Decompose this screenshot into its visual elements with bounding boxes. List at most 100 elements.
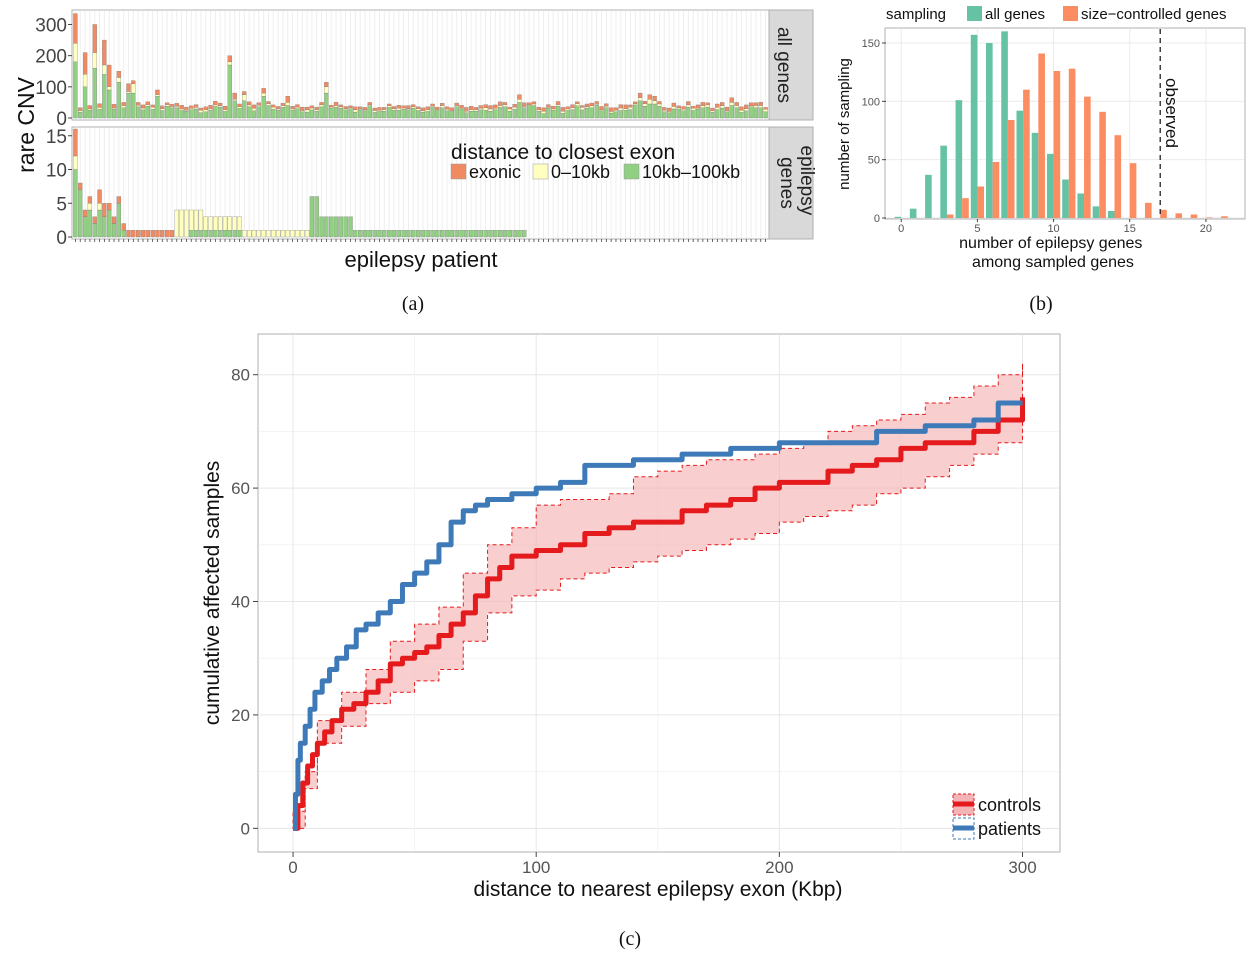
- bar-segment-10kb-100kb: [411, 107, 416, 119]
- panel-b-legend-title: sampling: [886, 6, 946, 23]
- bar-segment-10kb-100kb: [169, 107, 175, 119]
- bar-segment-10kb-100kb: [126, 92, 131, 119]
- panel-b-ticks: 0 5 10 15 20 0 50 100 150: [862, 38, 1212, 235]
- bar-segment-exonic: [343, 106, 348, 109]
- bar-segment-exonic: [271, 104, 276, 108]
- bar-segment-10kb-100kb: [333, 216, 339, 238]
- bar-size-controlled: [1221, 216, 1228, 218]
- bar-segment-exonic: [309, 105, 315, 109]
- bar-segment-10kb-100kb: [324, 216, 329, 238]
- bar-segment-0-10kb: [97, 107, 102, 110]
- bar-segment-10kb-100kb: [555, 106, 561, 119]
- bar-segment-exonic: [329, 105, 334, 108]
- bar-segment-0-10kb: [333, 105, 339, 108]
- bar-segment-10kb-100kb: [469, 110, 474, 119]
- bar-segment-0-10kb: [87, 108, 93, 111]
- bar-segment-10kb-100kb: [107, 89, 112, 119]
- bar-segment-10kb-100kb: [594, 105, 599, 119]
- bar-segment-0-10kb: [666, 111, 672, 113]
- bar-segment-10kb-100kb: [512, 109, 517, 119]
- bar-segment-0-10kb: [700, 105, 706, 108]
- bar-segment-10kb-100kb: [695, 109, 701, 119]
- bar-segment-0-10kb: [290, 230, 295, 238]
- bar-segment-exonic: [440, 103, 445, 106]
- bar-segment-10kb-100kb: [203, 111, 208, 119]
- bar-segment-exonic: [78, 107, 83, 111]
- bar-segment-10kb-100kb: [367, 105, 372, 119]
- bar-segment-10kb-100kb: [232, 230, 237, 238]
- bar-segment-exonic: [744, 104, 749, 109]
- bar-segment-0-10kb: [218, 105, 223, 108]
- bar-segment-0-10kb: [440, 105, 445, 108]
- bar-segment-10kb-100kb: [570, 109, 575, 119]
- bar-segment-10kb-100kb: [565, 110, 570, 119]
- y-tick-label: 60: [231, 479, 250, 498]
- bar-segment-10kb-100kb: [382, 110, 387, 119]
- bar-segment-exonic: [73, 128, 78, 157]
- bar-segment-0-10kb: [208, 216, 213, 231]
- bar-segment-10kb-100kb: [396, 230, 401, 238]
- bar-segment-exonic: [73, 13, 78, 44]
- bar-segment-10kb-100kb: [377, 230, 382, 238]
- bar-segment-10kb-100kb: [314, 110, 319, 119]
- bar-segment-0-10kb: [575, 103, 580, 106]
- bar-segment-10kb-100kb: [406, 230, 411, 238]
- bar-segment-10kb-100kb: [575, 105, 580, 119]
- bar-segment-10kb-100kb: [584, 107, 590, 119]
- bar-segment-0-10kb: [493, 108, 498, 110]
- bar-segment-10kb-100kb: [497, 107, 503, 119]
- bar-segment-0-10kb: [604, 106, 609, 108]
- bar-segment-exonic: [753, 102, 759, 106]
- bar-segment-10kb-100kb: [464, 230, 469, 238]
- bar-segment-exonic: [570, 104, 575, 108]
- bar-segment-10kb-100kb: [198, 230, 204, 238]
- bar-segment-0-10kb: [198, 209, 204, 231]
- bar-segment-exonic: [425, 106, 430, 110]
- bar-segment-exonic: [565, 106, 570, 110]
- bar-segment-exonic: [131, 80, 136, 84]
- y-tick-label: 40: [231, 593, 250, 612]
- bar-segment-0-10kb: [671, 106, 677, 110]
- legend-label-size-controlled: size−controlled genes: [1081, 6, 1227, 23]
- bar-segment-10kb-100kb: [546, 107, 551, 119]
- bar-segment-0-10kb: [729, 102, 734, 106]
- bar-segment-exonic: [261, 88, 266, 94]
- bar-segment-10kb-100kb: [246, 106, 252, 119]
- bar-segment-10kb-100kb: [237, 108, 242, 119]
- bar-segment-10kb-100kb: [608, 112, 614, 119]
- bar-segment-0-10kb: [319, 104, 324, 107]
- bar-size-controlled: [977, 186, 985, 218]
- bar-segment-10kb-100kb: [78, 189, 83, 238]
- legend-swatch-exonic: [450, 163, 467, 180]
- bar-segment-10kb-100kb: [401, 109, 406, 119]
- bar-segment-10kb-100kb: [406, 109, 411, 119]
- bar-segment-exonic: [135, 102, 141, 106]
- bar-segment-10kb-100kb: [512, 230, 517, 238]
- bar-segment-0-10kb: [642, 103, 648, 107]
- bar-segment-exonic: [613, 107, 619, 111]
- bar-segment-exonic: [140, 230, 146, 238]
- bar-segment-0-10kb: [309, 107, 315, 111]
- bar-segment-0-10kb: [246, 104, 252, 107]
- legend-label-controls: controls: [978, 795, 1041, 815]
- bar-segment-exonic: [618, 104, 623, 109]
- x-tick-label: 0: [288, 858, 297, 877]
- bar-segment-0-10kb: [213, 216, 218, 231]
- bar-segment-10kb-100kb: [589, 107, 594, 119]
- bar-segment-10kb-100kb: [642, 106, 648, 119]
- bar-segment-10kb-100kb: [599, 110, 604, 119]
- bar-segment-10kb-100kb: [82, 86, 88, 119]
- bar-segment-10kb-100kb: [280, 107, 286, 119]
- bar-segment-10kb-100kb: [700, 107, 706, 119]
- bar-segment-10kb-100kb: [140, 109, 146, 119]
- bar-segment-0-10kb: [705, 104, 710, 108]
- y-tick-label: 10: [46, 161, 67, 182]
- bar-all-genes: [986, 43, 993, 218]
- bar-segment-10kb-100kb: [261, 96, 266, 119]
- bar-segment-10kb-100kb: [237, 230, 242, 238]
- y-tick-label: 5: [56, 194, 67, 215]
- bar-segment-0-10kb: [430, 106, 435, 108]
- bar-segment-exonic: [300, 106, 305, 111]
- panel-b: observed 0 5 10 15 20 0 50 100 150 sampling all …: [836, 6, 1246, 315]
- bar-segment-10kb-100kb: [227, 230, 233, 238]
